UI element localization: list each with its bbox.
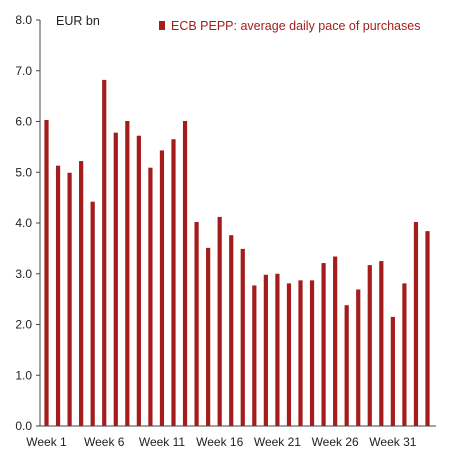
- legend-label: ECB PEPP: average daily pace of purchase…: [171, 19, 420, 33]
- bars: [44, 79, 430, 427]
- bar: [206, 247, 211, 426]
- y-tick-label: 6.0: [15, 115, 32, 129]
- bar: [44, 119, 49, 426]
- y-tick-label: 4.0: [15, 216, 32, 230]
- bar: [275, 273, 280, 426]
- bar: [113, 132, 118, 426]
- x-tick-label: Week 11: [139, 435, 186, 449]
- bar: [229, 235, 234, 426]
- bar: [390, 316, 395, 426]
- bar: [67, 172, 72, 426]
- bar: [194, 221, 199, 426]
- x-tick-label: Week 1: [26, 435, 67, 449]
- bar: [356, 289, 361, 426]
- bar: [425, 231, 430, 426]
- y-tick-label: 1.0: [15, 368, 32, 382]
- bar: [309, 280, 315, 426]
- bar: [379, 261, 384, 426]
- bar: [182, 120, 188, 427]
- x-tick-label: Week 21: [254, 435, 301, 449]
- bar: [217, 216, 222, 426]
- y-tick-label: 5.0: [15, 165, 32, 179]
- bar: [79, 161, 84, 426]
- bar: [286, 283, 292, 426]
- bar: [90, 201, 95, 426]
- bar: [263, 274, 268, 426]
- x-tick-label: Week 31: [369, 435, 416, 449]
- bar: [148, 167, 153, 426]
- x-axis-ticks: Week 1 Week 6 Week 11 Week 16 Week 21 Week 26…: [26, 435, 416, 449]
- x-tick-label: Week 6: [84, 435, 125, 449]
- y-tick-label: 0.0: [15, 419, 32, 433]
- x-tick-label: Week 16: [196, 435, 243, 449]
- bar: [159, 150, 165, 426]
- x-tick-label: Week 26: [312, 435, 359, 449]
- bar: [321, 263, 326, 426]
- bar: [102, 79, 107, 426]
- bar: [298, 280, 303, 426]
- unit-label: EUR bn: [56, 14, 100, 28]
- bar: [344, 305, 349, 426]
- y-tick-label: 3.0: [15, 267, 32, 281]
- legend-swatch: [159, 21, 165, 30]
- bar: [240, 248, 245, 426]
- legend: ECB PEPP: average daily pace of purchase…: [159, 19, 420, 33]
- bar: [55, 165, 61, 426]
- y-tick-label: 2.0: [15, 318, 32, 332]
- bar: [402, 283, 407, 426]
- bar: [136, 135, 141, 426]
- bar: [252, 285, 257, 426]
- bar: [367, 265, 372, 426]
- y-tick-label: 7.0: [15, 64, 32, 78]
- bar: [125, 120, 130, 427]
- bar: [333, 256, 338, 426]
- y-axis-ticks: 0.0 1.0 2.0 3.0 4.0 5.0 6.0 7.0 8.0: [15, 13, 40, 433]
- bar: [171, 139, 176, 426]
- y-tick-label: 8.0: [15, 13, 32, 27]
- bar: [413, 221, 419, 426]
